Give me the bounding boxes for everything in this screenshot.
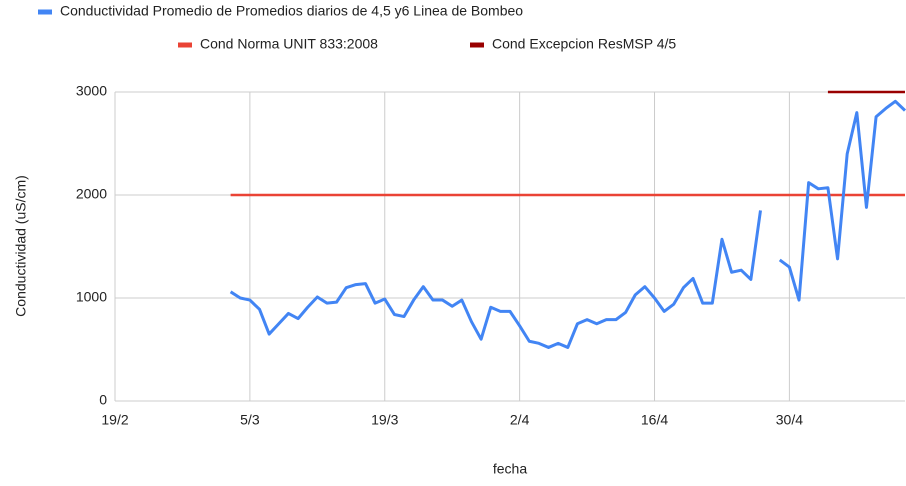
- x-tick-label: 5/3: [240, 412, 260, 428]
- legend-swatch: [178, 42, 192, 48]
- x-tick-label: 16/4: [641, 412, 668, 428]
- legend-swatch: [470, 42, 484, 48]
- legend-label: Cond Excepcion ResMSP 4/5: [492, 36, 676, 52]
- legend-label: Cond Norma UNIT 833:2008: [200, 36, 378, 52]
- x-tick-label: 19/3: [371, 412, 398, 428]
- series-line: [229, 99, 906, 349]
- y-tick-label: 3000: [76, 83, 107, 99]
- legend-label: Conductividad Promedio de Promedios diar…: [60, 3, 523, 19]
- y-tick-label: 2000: [76, 186, 107, 202]
- x-axis-label: fecha: [493, 461, 527, 477]
- y-axis-label: Conductividad (uS/cm): [13, 175, 29, 317]
- x-tick-label: 2/4: [510, 412, 530, 428]
- y-tick-label: 1000: [76, 289, 107, 305]
- x-tick-label: 30/4: [776, 412, 803, 428]
- legend-swatch: [38, 9, 52, 15]
- x-tick-label: 19/2: [101, 412, 128, 428]
- y-tick-label: 0: [99, 392, 107, 408]
